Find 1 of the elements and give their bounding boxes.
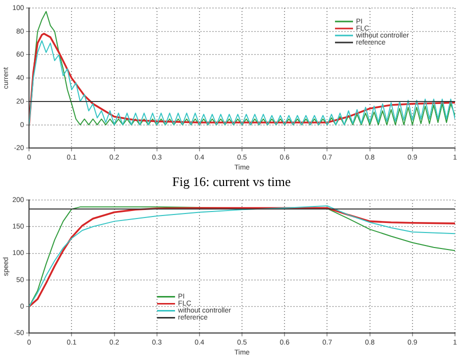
caption: Fig 16: current vs time: [171, 173, 292, 191]
